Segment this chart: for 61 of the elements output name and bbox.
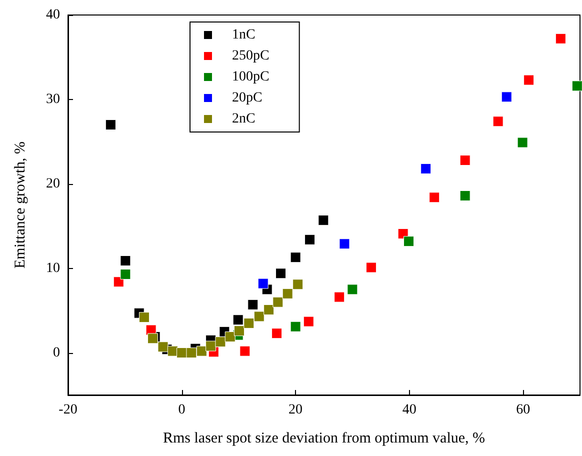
point bbox=[304, 234, 316, 245]
point bbox=[272, 296, 284, 308]
y-tick-label: 30 bbox=[46, 92, 60, 107]
y-tick-label: 0 bbox=[53, 345, 60, 360]
point bbox=[420, 163, 432, 174]
point bbox=[318, 214, 329, 226]
point bbox=[244, 318, 254, 328]
point bbox=[196, 346, 207, 356]
point bbox=[492, 116, 504, 127]
point bbox=[517, 137, 528, 148]
x-tick-label: 60 bbox=[516, 402, 530, 418]
point bbox=[366, 262, 376, 273]
point bbox=[460, 154, 470, 166]
point bbox=[460, 190, 470, 201]
legend-label: 1nC bbox=[232, 28, 256, 42]
point bbox=[240, 346, 250, 356]
point bbox=[572, 80, 582, 92]
point bbox=[339, 238, 350, 250]
legend-label: 100pC bbox=[232, 70, 270, 84]
legend-label: 20pC bbox=[232, 90, 262, 106]
y-axis-title: Emittance growth, % bbox=[12, 141, 28, 269]
point bbox=[120, 268, 131, 280]
point bbox=[555, 33, 566, 44]
legend-label: 2nC bbox=[232, 112, 256, 126]
point bbox=[276, 268, 286, 279]
y-tick-label: 20 bbox=[46, 176, 60, 192]
legend-label: 250pC bbox=[232, 48, 270, 64]
point bbox=[501, 92, 512, 102]
point bbox=[176, 348, 188, 358]
point bbox=[282, 288, 293, 299]
point bbox=[303, 316, 314, 327]
x-tick-label: 0 bbox=[178, 402, 186, 418]
point bbox=[404, 236, 414, 247]
point bbox=[138, 312, 150, 323]
point bbox=[334, 292, 345, 302]
point bbox=[105, 120, 116, 130]
y-tick-label: 10 bbox=[46, 260, 60, 276]
x-tick-label: 40 bbox=[402, 402, 416, 418]
point bbox=[258, 278, 268, 289]
point bbox=[215, 336, 226, 348]
point bbox=[264, 304, 274, 315]
x-tick-label: 20 bbox=[288, 402, 303, 418]
y-tick-label: 40 bbox=[46, 8, 60, 22]
point bbox=[254, 311, 264, 322]
x-axis-title: Rms laser spot size deviation from optimum value, % bbox=[162, 430, 486, 446]
point bbox=[248, 299, 258, 310]
point bbox=[234, 326, 244, 336]
point bbox=[224, 331, 236, 342]
point bbox=[206, 340, 216, 352]
x-tick-label: -20 bbox=[58, 402, 78, 418]
point bbox=[429, 192, 440, 203]
point bbox=[292, 279, 304, 290]
point bbox=[186, 348, 197, 358]
point bbox=[272, 328, 282, 339]
point bbox=[290, 321, 301, 332]
point bbox=[158, 342, 168, 352]
point bbox=[347, 284, 358, 295]
point bbox=[290, 252, 301, 263]
point bbox=[120, 255, 131, 266]
point bbox=[232, 314, 244, 326]
point bbox=[524, 74, 534, 86]
